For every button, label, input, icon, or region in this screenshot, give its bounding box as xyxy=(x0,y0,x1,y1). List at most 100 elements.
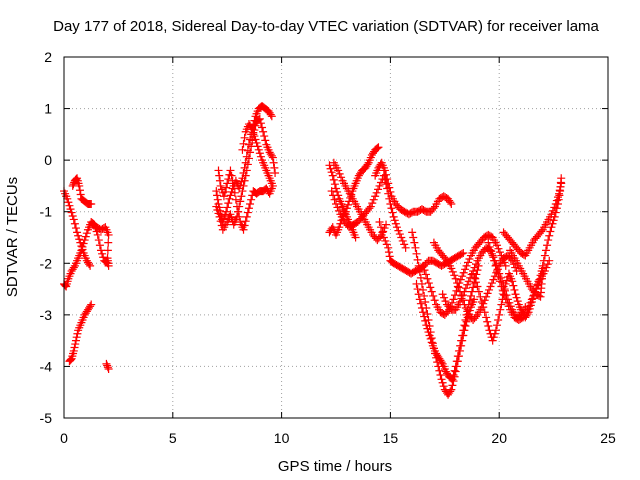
data-point xyxy=(476,292,485,301)
data-point xyxy=(511,290,520,299)
data-point xyxy=(227,171,236,180)
data-point xyxy=(485,242,494,251)
data-point xyxy=(468,287,476,296)
data-point xyxy=(542,263,551,272)
data-point xyxy=(470,263,479,272)
data-point xyxy=(453,352,462,361)
data-point xyxy=(416,299,425,308)
data-point xyxy=(419,285,428,294)
data-point xyxy=(456,341,465,350)
data-point xyxy=(395,230,404,239)
data-point xyxy=(424,279,433,288)
data-point xyxy=(550,212,559,221)
data-point xyxy=(539,256,548,265)
data-point xyxy=(469,269,478,278)
data-point xyxy=(240,221,249,230)
data-point xyxy=(457,291,466,300)
data-point xyxy=(471,278,480,287)
data-point xyxy=(501,279,510,288)
data-point xyxy=(75,181,84,190)
data-point xyxy=(471,260,480,269)
data-point xyxy=(458,272,467,281)
data-point xyxy=(546,227,555,236)
data-point xyxy=(537,267,546,276)
data-point xyxy=(267,179,276,188)
data-point xyxy=(498,286,507,295)
data-point xyxy=(394,226,403,235)
data-point xyxy=(238,145,247,154)
data-point xyxy=(426,334,435,343)
data-point xyxy=(459,268,468,277)
data-point xyxy=(83,258,92,267)
data-point xyxy=(446,198,455,207)
data-point xyxy=(543,260,552,269)
data-point xyxy=(500,291,509,300)
data-point xyxy=(330,180,339,189)
data-point xyxy=(253,142,262,151)
data-point xyxy=(557,174,566,183)
data-point xyxy=(332,199,340,208)
data-point xyxy=(447,264,456,273)
data-point xyxy=(333,187,342,196)
data-point xyxy=(71,340,80,349)
data-point xyxy=(222,183,231,192)
data-point xyxy=(68,212,77,221)
x-tick-label: 15 xyxy=(383,430,399,446)
series-track-m xyxy=(327,171,410,252)
data-point xyxy=(254,145,263,154)
data-point xyxy=(391,219,400,228)
y-tick-label: -1 xyxy=(40,204,53,220)
data-point xyxy=(509,281,518,290)
data-point xyxy=(385,252,394,261)
data-point xyxy=(219,192,228,201)
data-point xyxy=(365,204,374,213)
data-point xyxy=(523,305,532,314)
data-point xyxy=(409,233,418,242)
data-point xyxy=(215,212,224,221)
data-point xyxy=(421,270,430,279)
data-point xyxy=(259,127,268,136)
data-point xyxy=(384,179,393,188)
data-point xyxy=(449,371,458,380)
plot-frame xyxy=(63,56,609,419)
series-track-u xyxy=(429,238,521,325)
data-point xyxy=(99,253,108,262)
data-point xyxy=(462,261,471,270)
data-point xyxy=(382,220,391,229)
data-point xyxy=(342,204,351,213)
data-point xyxy=(381,236,390,245)
data-point xyxy=(387,204,396,213)
data-point xyxy=(410,238,419,247)
series-track-c xyxy=(65,300,96,366)
data-point xyxy=(240,133,249,142)
data-point xyxy=(225,194,234,203)
data-point xyxy=(252,138,261,147)
data-point xyxy=(450,291,459,300)
data-point xyxy=(490,329,499,338)
data-point xyxy=(378,228,387,237)
data-point xyxy=(248,125,257,134)
data-point xyxy=(526,298,535,307)
data-point xyxy=(214,209,223,218)
data-point xyxy=(494,244,503,253)
x-tick-labels: 0 5 10 15 20 25 xyxy=(60,430,616,446)
y-tick-label: -3 xyxy=(40,307,53,323)
data-point xyxy=(216,181,225,190)
data-point xyxy=(78,242,87,251)
data-point xyxy=(487,247,496,256)
data-point xyxy=(439,382,448,391)
data-point xyxy=(85,260,94,269)
data-point xyxy=(241,171,250,180)
data-point xyxy=(103,363,112,372)
data-point xyxy=(548,219,557,228)
data-point xyxy=(374,143,383,152)
data-point xyxy=(223,179,232,188)
data-point xyxy=(448,267,457,276)
data-point xyxy=(549,216,558,225)
data-point xyxy=(535,291,544,300)
data-point xyxy=(255,114,264,123)
data-point xyxy=(430,296,439,305)
data-point xyxy=(413,255,422,264)
data-point xyxy=(416,273,425,282)
data-point xyxy=(374,185,383,194)
